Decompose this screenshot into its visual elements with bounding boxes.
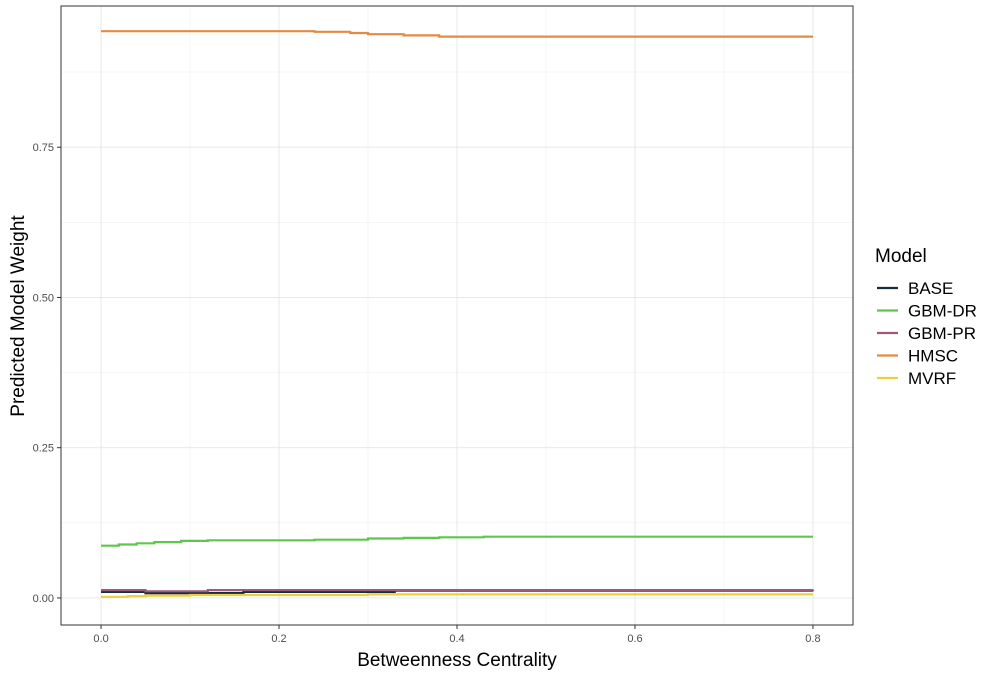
y-axis-title: Predicted Model Weight xyxy=(8,215,29,417)
series-layer xyxy=(101,30,815,598)
legend: Model BASE GBM-DR GBM-PR HMSC MVRF xyxy=(875,246,977,388)
grid-layer xyxy=(61,6,853,625)
x-tick-label: 0.0 xyxy=(93,633,108,645)
series-line-mvrf xyxy=(101,593,813,598)
legend-title: Model xyxy=(875,246,927,267)
series-line-gbm-pr xyxy=(101,589,815,593)
series-line-hmsc xyxy=(101,30,813,38)
y-axis: 0.00 0.25 0.50 0.75 xyxy=(33,142,61,605)
legend-label-gbm-dr: GBM-DR xyxy=(908,302,977,321)
legend-label-hmsc: HMSC xyxy=(908,347,958,366)
y-tick-label: 0.25 xyxy=(33,443,54,455)
x-axis-title: Betweenness Centrality xyxy=(357,650,557,671)
y-tick-label: 0.00 xyxy=(33,593,54,605)
x-tick-label: 0.8 xyxy=(805,633,820,645)
legend-items: BASE GBM-DR GBM-PR HMSC MVRF xyxy=(877,279,977,388)
legend-label-base: BASE xyxy=(908,279,953,298)
x-tick-label: 0.2 xyxy=(271,633,286,645)
y-tick-label: 0.50 xyxy=(33,292,54,304)
x-tick-label: 0.6 xyxy=(627,633,642,645)
series-line-gbm-dr xyxy=(101,535,813,547)
legend-label-gbm-pr: GBM-PR xyxy=(908,324,976,343)
legend-label-mvrf: MVRF xyxy=(908,369,956,388)
x-axis: 0.0 0.2 0.4 0.6 0.8 xyxy=(93,625,821,645)
y-tick-label: 0.75 xyxy=(33,142,54,154)
x-tick-label: 0.4 xyxy=(449,633,464,645)
